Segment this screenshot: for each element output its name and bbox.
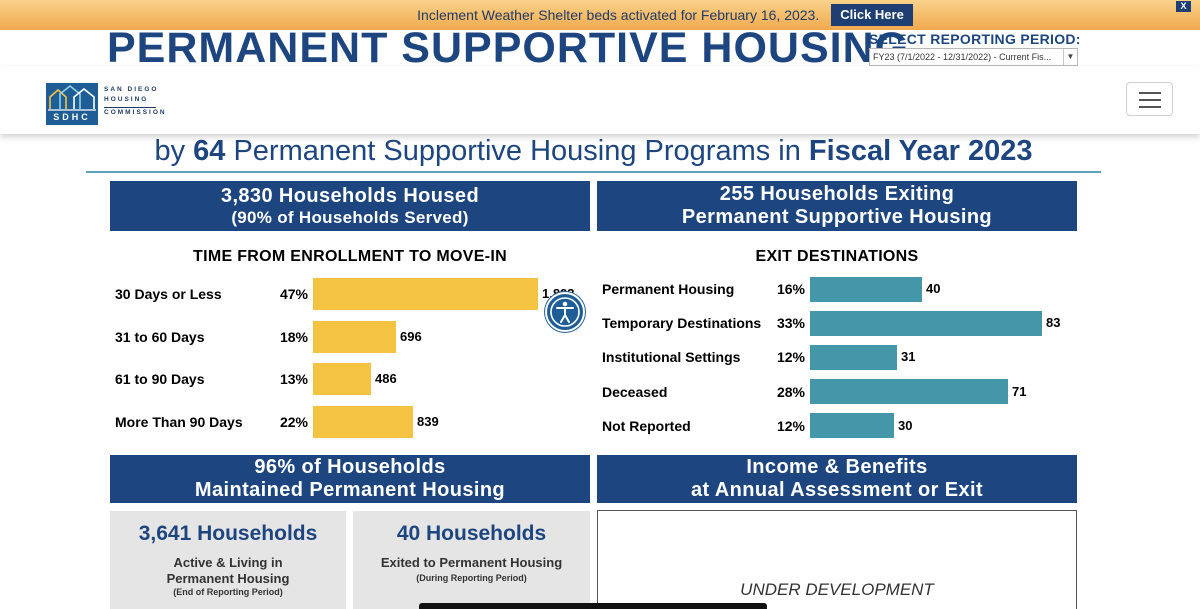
percent-label: 12% <box>776 417 805 434</box>
maintained-housing-header: 96% of Households Maintained Permanent H… <box>110 455 590 503</box>
programs-subtitle: by 64 Permanent Supportive Housing Progr… <box>86 135 1101 168</box>
bar-value-label: 30 <box>898 417 913 433</box>
category-label: Deceased <box>602 383 668 400</box>
bar <box>810 276 922 302</box>
households-exiting-header: 255 Households Exiting Permanent Support… <box>597 181 1077 231</box>
bar <box>810 379 1008 405</box>
category-label: 31 to 60 Days <box>115 328 205 345</box>
percent-label: 16% <box>776 281 805 297</box>
alert-close-button[interactable]: X <box>1176 1 1191 12</box>
bar <box>313 278 538 310</box>
percent-label: 13% <box>279 371 308 387</box>
housed-line-2: (90% of Households Served) <box>231 208 469 227</box>
subtitle-prefix: by <box>154 135 194 167</box>
logo-line-2: HOUSING <box>104 96 149 103</box>
exiting-line-2: Permanent Supportive Housing <box>681 206 993 228</box>
fiscal-year: Fiscal Year 2023 <box>808 135 1033 167</box>
reporting-period-label: SELECT REPORTING PERIOD: <box>869 31 1081 47</box>
exit-chart-title: EXIT DESTINATIONS <box>755 248 919 265</box>
alert-click-here-button[interactable]: Click Here <box>831 4 913 26</box>
subtitle-divider <box>86 171 1101 173</box>
active-line-2: Permanent Housing <box>166 571 290 586</box>
percent-label: 47% <box>279 286 308 302</box>
category-label: 30 Days or Less <box>115 286 222 302</box>
scroll-indicator[interactable] <box>419 603 767 609</box>
logo-wordmark: SAN DIEGO HOUSING COMMISSION <box>104 85 167 118</box>
exited-households-card: 40 Households Exited to Permanent Housin… <box>353 511 590 609</box>
menu-icon-line <box>1139 106 1161 108</box>
active-line-1: Active & Living in <box>173 555 283 570</box>
bar <box>313 363 371 395</box>
active-note: (End of Reporting Period) <box>173 587 283 597</box>
site-header: SDHC SAN DIEGO HOUSING COMMISSION <box>0 66 1200 134</box>
alert-text: Inclement Weather Shelter beds activated… <box>417 7 820 23</box>
bar-value-label: 40 <box>926 281 941 296</box>
housed-line-1: 3,830 Households Housed <box>220 185 480 207</box>
logo-line-3: COMMISSION <box>104 109 167 116</box>
percent-label: 33% <box>776 315 805 332</box>
income-benefits-header: Income & Benefits at Annual Assessment o… <box>597 455 1077 503</box>
logo-line-1: SAN DIEGO <box>104 86 159 93</box>
households-housed-header: 3,830 Households Housed (90% of Househol… <box>110 181 590 231</box>
logo-mark: SDHC <box>46 83 98 125</box>
category-label: Permanent Housing <box>602 281 735 297</box>
bar-value-label: 31 <box>901 349 916 365</box>
exited-households-count: 40 Households <box>396 522 547 545</box>
reporting-period-value: FY23 (7/1/2022 - 12/31/2022) - Current F… <box>873 52 1052 62</box>
under-development-text: UNDER DEVELOPMENT <box>740 580 934 599</box>
exiting-line-1: 255 Households Exiting <box>719 183 955 205</box>
houses-icon <box>48 84 96 111</box>
percent-label: 12% <box>776 349 805 366</box>
percent-label: 28% <box>776 383 805 400</box>
accessibility-icon <box>550 297 580 327</box>
category-label: Institutional Settings <box>602 349 741 366</box>
bar <box>810 344 897 370</box>
logo-abbr: SDHC <box>53 112 91 122</box>
bar-value-label: 839 <box>417 413 439 429</box>
logo-divider <box>104 107 156 108</box>
menu-icon-line <box>1139 99 1161 101</box>
active-households-count: 3,641 Households <box>138 522 318 545</box>
reporting-period-select[interactable]: FY23 (7/1/2022 - 12/31/2022) - Current F… <box>869 48 1078 66</box>
exited-line-1: Exited to Permanent Housing <box>380 555 563 570</box>
income-line-2: at Annual Assessment or Exit <box>690 479 984 501</box>
subtitle-middle: Permanent Supportive Housing Programs in <box>225 135 809 167</box>
category-label: 61 to 90 Days <box>115 371 205 387</box>
bar <box>313 320 396 353</box>
bar-value-label: 486 <box>375 371 397 386</box>
page-title: PERMANENT SUPPORTIVE HOUSING <box>107 24 910 72</box>
move-in-chart-title: TIME FROM ENROLLMENT TO MOVE-IN <box>193 248 507 265</box>
bar <box>810 413 894 439</box>
bar <box>313 405 413 438</box>
category-label: More Than 90 Days <box>115 413 243 430</box>
alert-banner: Inclement Weather Shelter beds activated… <box>0 0 1200 30</box>
menu-icon-line <box>1139 92 1161 94</box>
percent-label: 22% <box>279 413 308 430</box>
maintained-line-1: 96% of Households <box>254 456 446 478</box>
bar <box>810 310 1042 336</box>
percent-label: 18% <box>279 328 308 345</box>
chevron-down-icon: ▼ <box>1063 49 1077 65</box>
active-households-card: 3,641 Households Active & Living in Perm… <box>110 511 346 609</box>
category-label: Temporary Destinations <box>602 315 762 332</box>
income-line-1: Income & Benefits <box>746 456 928 478</box>
maintained-line-2: Maintained Permanent Housing <box>194 479 506 501</box>
bar-value-label: 71 <box>1012 383 1027 399</box>
hamburger-menu-button[interactable] <box>1126 82 1173 116</box>
program-count: 64 <box>193 135 226 167</box>
accessibility-button[interactable] <box>545 292 585 332</box>
category-label: Not Reported <box>602 417 691 434</box>
under-development-panel: UNDER DEVELOPMENT <box>597 510 1077 609</box>
bar-value-label: 83 <box>1046 315 1061 331</box>
bar-value-label: 696 <box>400 328 422 344</box>
exited-note: (During Reporting Period) <box>416 573 527 583</box>
